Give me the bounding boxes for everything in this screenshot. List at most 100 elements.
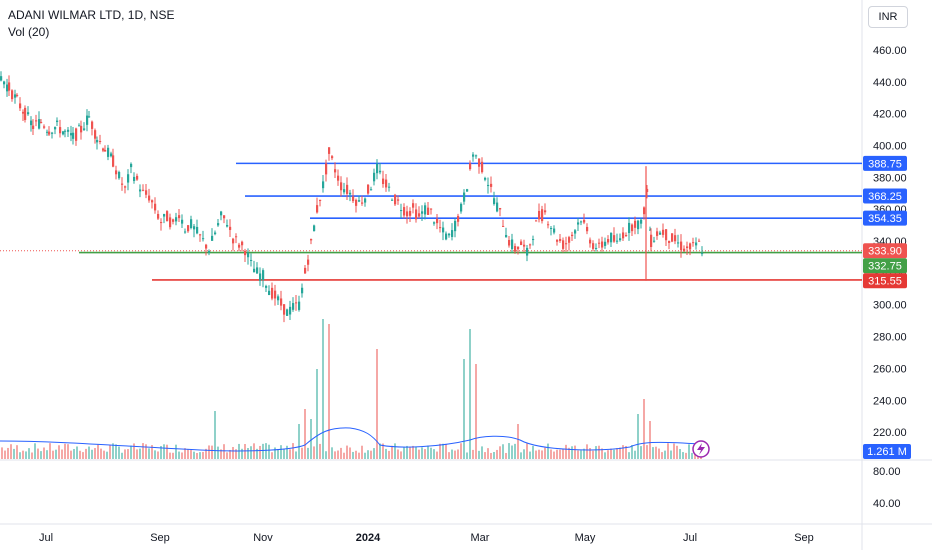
volume-bar bbox=[667, 443, 669, 459]
candle-body bbox=[400, 210, 403, 212]
volume-bar bbox=[250, 446, 252, 459]
candle-body bbox=[487, 184, 490, 187]
candle-body bbox=[553, 228, 556, 233]
candle-body bbox=[27, 112, 30, 115]
volume-bar bbox=[262, 443, 264, 459]
volume-bar bbox=[55, 449, 57, 459]
volume-bar bbox=[604, 452, 606, 459]
candle-body bbox=[30, 120, 33, 126]
time-tick-label: Mar bbox=[471, 532, 490, 544]
candle-body bbox=[56, 120, 59, 123]
candle-body bbox=[637, 220, 640, 230]
time-tick-label: Sep bbox=[150, 532, 170, 544]
candle-body bbox=[520, 241, 523, 246]
volume-bar bbox=[67, 444, 69, 459]
candle-body bbox=[433, 222, 436, 224]
candle-body bbox=[0, 76, 3, 81]
volume-tag-bg bbox=[863, 444, 911, 459]
candle-body bbox=[271, 287, 274, 299]
candle-body bbox=[6, 84, 9, 92]
candle-body bbox=[412, 203, 415, 208]
volume-bar bbox=[370, 450, 372, 459]
volume-bar bbox=[388, 450, 390, 459]
candle-body bbox=[472, 154, 475, 157]
candle-body bbox=[334, 169, 337, 173]
candle-body bbox=[475, 155, 478, 157]
candle-body bbox=[662, 229, 665, 235]
candle-body bbox=[43, 126, 46, 128]
price-tick-label: 420.00 bbox=[873, 109, 907, 121]
volume-bar bbox=[400, 451, 402, 459]
candle-body bbox=[683, 248, 686, 252]
volume-bar bbox=[592, 450, 594, 459]
volume-bar bbox=[475, 364, 477, 459]
candle-body bbox=[649, 229, 652, 231]
level-price-tag-blue: 368.25 bbox=[863, 188, 907, 204]
volume-bar bbox=[232, 446, 234, 459]
volume-bar bbox=[151, 445, 153, 459]
candle-body bbox=[613, 235, 616, 242]
volume-bar bbox=[490, 452, 492, 459]
candle-body bbox=[701, 253, 704, 255]
volume-bar bbox=[175, 444, 177, 459]
volume-bar bbox=[166, 444, 168, 459]
volume-bar bbox=[97, 444, 99, 459]
candle-body bbox=[698, 240, 701, 242]
candle-body bbox=[11, 90, 14, 100]
volume-tag-label: 1.261 M bbox=[867, 446, 907, 458]
volume-bar bbox=[7, 447, 9, 459]
candle-body bbox=[391, 199, 394, 201]
candle-body bbox=[659, 232, 662, 235]
candle-body bbox=[172, 219, 175, 222]
candle-body bbox=[181, 219, 184, 224]
volume-bar bbox=[184, 448, 186, 459]
volume-bar bbox=[235, 449, 237, 459]
volume-bar bbox=[451, 449, 453, 459]
volume-bar bbox=[559, 449, 561, 459]
price-tag-bg bbox=[863, 273, 907, 289]
candle-body bbox=[304, 267, 307, 274]
candle-body bbox=[650, 234, 653, 248]
candle-body bbox=[469, 163, 472, 170]
candle-body bbox=[541, 209, 544, 222]
candle-body bbox=[112, 155, 115, 167]
volume-bar bbox=[298, 424, 300, 459]
volume-bar bbox=[46, 450, 48, 459]
volume-bar bbox=[202, 451, 204, 459]
candle-body bbox=[631, 224, 634, 232]
volume-bar bbox=[673, 443, 675, 459]
volume-bar bbox=[73, 448, 75, 459]
candle-body bbox=[574, 230, 577, 234]
price-tick-label: 380.00 bbox=[873, 172, 907, 184]
candle-body bbox=[110, 153, 113, 157]
candle-body bbox=[343, 189, 346, 193]
price-tick-label: 280.00 bbox=[873, 332, 907, 344]
volume-bar bbox=[364, 452, 366, 459]
candle-body bbox=[517, 246, 520, 250]
candle-body bbox=[280, 298, 283, 306]
candle-body bbox=[148, 195, 151, 201]
candle-body bbox=[430, 208, 433, 210]
candle-body bbox=[496, 202, 499, 212]
volume-bar bbox=[211, 445, 213, 459]
volume-bar bbox=[409, 447, 411, 459]
price-tick-label: 440.00 bbox=[873, 77, 907, 89]
last-price-tag: 333.90 bbox=[863, 243, 907, 259]
candle-body bbox=[301, 287, 304, 294]
volume-bar bbox=[208, 445, 210, 459]
candle-body bbox=[439, 227, 442, 229]
volume-bar bbox=[373, 448, 375, 459]
price-tag-bg bbox=[863, 243, 907, 259]
volume-bar bbox=[340, 447, 342, 459]
price-tick-label: 400.00 bbox=[873, 140, 907, 152]
time-tick-label: 2024 bbox=[356, 532, 381, 544]
candle-body bbox=[580, 221, 583, 223]
volume-bar bbox=[337, 450, 339, 459]
volume-bar bbox=[289, 449, 291, 459]
candle-body bbox=[586, 226, 589, 232]
volume-bar bbox=[220, 449, 222, 459]
currency-selector[interactable]: INR bbox=[868, 6, 908, 28]
volume-bar bbox=[109, 445, 111, 459]
volume-bar bbox=[679, 449, 681, 459]
